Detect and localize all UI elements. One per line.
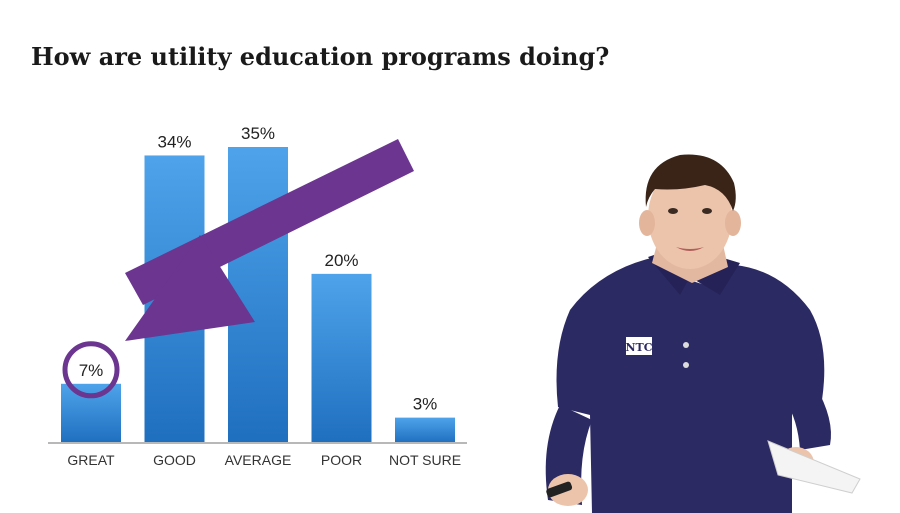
bars-group bbox=[61, 147, 455, 443]
left-eye bbox=[668, 208, 678, 214]
bar-average bbox=[228, 147, 288, 443]
mouth bbox=[676, 247, 704, 251]
labels-group: 7% GREAT 34% GOOD 35% AVERAGE 20% POOR 3% NOT SUR… bbox=[67, 124, 461, 468]
hair bbox=[645, 154, 736, 211]
shirt-button bbox=[683, 362, 689, 368]
value-label: 7% bbox=[79, 361, 104, 380]
category-label: GOOD bbox=[153, 452, 196, 468]
value-label: 35% bbox=[241, 124, 275, 143]
face bbox=[648, 165, 732, 269]
shirt-logo-text: NTC bbox=[626, 341, 653, 354]
shirt-logo-patch bbox=[626, 337, 652, 355]
presenter-photo: NTC bbox=[545, 154, 861, 513]
category-label: GREAT bbox=[67, 452, 115, 468]
category-label: POOR bbox=[321, 452, 362, 468]
value-label: 34% bbox=[157, 132, 191, 151]
paper-sheet bbox=[767, 440, 861, 494]
shirt-button bbox=[683, 342, 689, 348]
clicker-remote bbox=[546, 481, 573, 498]
purple-arrow bbox=[125, 139, 414, 341]
right-ear bbox=[725, 210, 741, 236]
category-label: NOT SURE bbox=[389, 452, 461, 468]
bar-chart: 7% GREAT 34% GOOD 35% AVERAGE 20% POOR 3% NOT SUR… bbox=[48, 124, 467, 468]
right-eye bbox=[702, 208, 712, 214]
highlight-circle bbox=[62, 341, 120, 399]
category-label: AVERAGE bbox=[225, 452, 292, 468]
polo-shirt bbox=[556, 257, 825, 513]
bar-great bbox=[61, 383, 121, 443]
value-label: 3% bbox=[413, 395, 438, 414]
bar-not-sure bbox=[395, 417, 455, 443]
left-ear bbox=[639, 210, 655, 236]
bar-poor bbox=[311, 273, 372, 443]
slide-title: How are utility education programs doing… bbox=[31, 42, 610, 71]
value-label: 20% bbox=[324, 251, 358, 270]
